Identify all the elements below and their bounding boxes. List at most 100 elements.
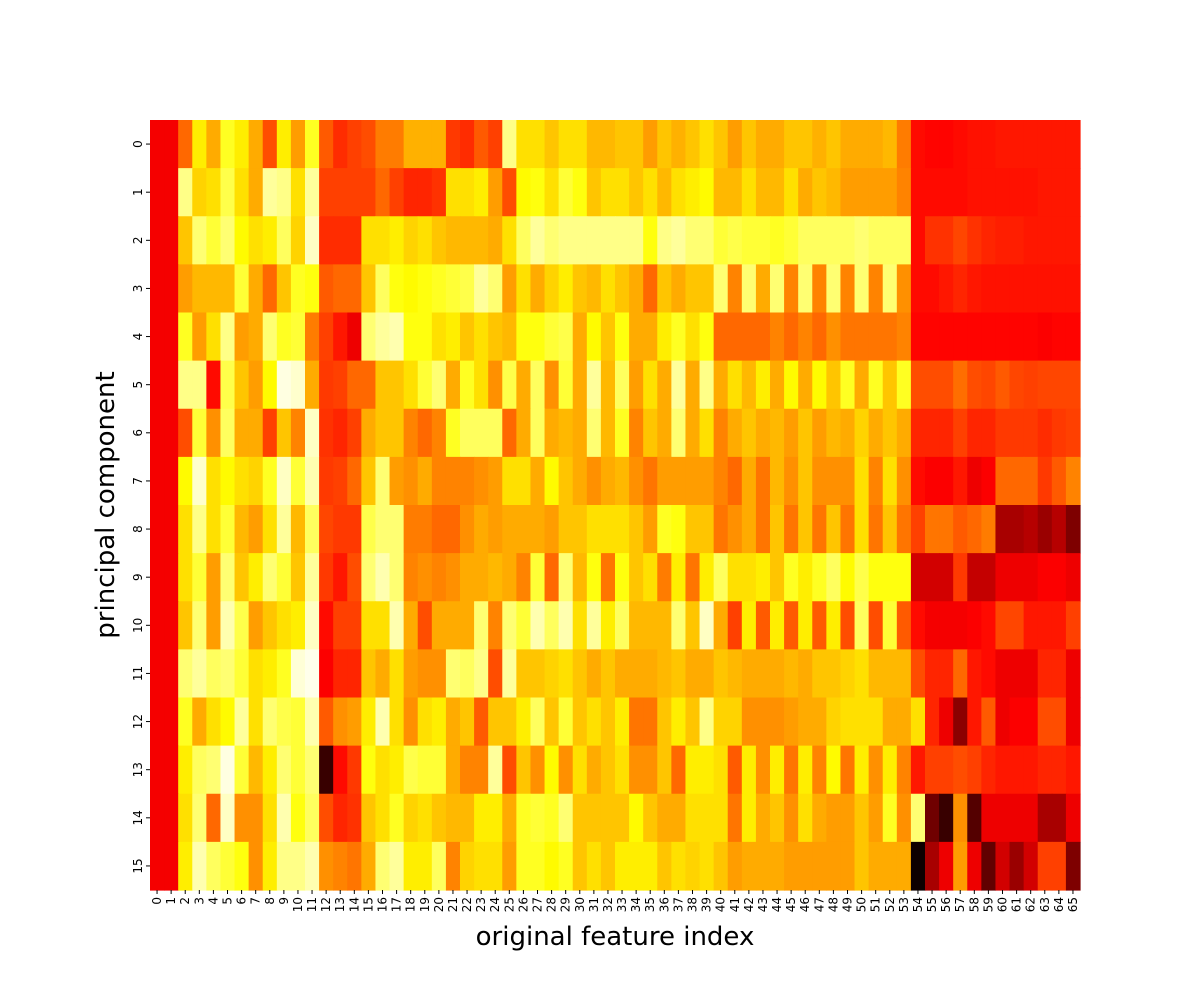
heatmap-cell <box>953 601 968 650</box>
heatmap-cell <box>784 505 799 554</box>
heatmap-cell <box>290 697 306 747</box>
heatmap-cell <box>248 408 264 458</box>
heatmap-cell <box>417 456 433 506</box>
x-tick-label: 56 <box>939 897 953 912</box>
heatmap-cell <box>403 456 419 506</box>
heatmap-cell <box>770 505 785 554</box>
heatmap-cell <box>417 168 433 217</box>
heatmap-cell <box>1065 649 1081 699</box>
heatmap-cell <box>615 745 630 795</box>
heatmap-cell <box>586 264 602 314</box>
heatmap-cell <box>1037 120 1053 169</box>
heatmap-cell <box>1009 793 1025 843</box>
heatmap-cell <box>868 312 884 362</box>
heatmap-cell <box>600 745 616 795</box>
heatmap-cell <box>1023 456 1039 506</box>
y-tick-label: 7 <box>131 477 145 485</box>
heatmap-cell <box>558 793 574 843</box>
heatmap-cell <box>685 216 701 265</box>
heatmap-cell <box>474 841 489 891</box>
heatmap-cell <box>333 360 348 410</box>
heatmap-cell <box>713 264 729 314</box>
heatmap-cell <box>727 456 743 506</box>
heatmap-cell <box>445 745 461 795</box>
heatmap-cell <box>572 841 588 891</box>
heatmap-cell <box>248 456 264 506</box>
heatmap-cell <box>910 841 926 891</box>
heatmap-cell <box>798 456 813 506</box>
x-tick-label: 41 <box>728 897 742 912</box>
heatmap-cell <box>629 216 644 265</box>
heatmap-cell <box>1065 456 1081 506</box>
heatmap-cell <box>699 456 715 506</box>
heatmap-cell <box>403 505 419 554</box>
x-tick-label: 60 <box>996 897 1010 912</box>
heatmap-cell <box>262 360 278 410</box>
heatmap-cell <box>276 841 292 891</box>
heatmap-cell <box>1009 456 1025 506</box>
heatmap-cell <box>615 697 630 747</box>
heatmap-cell <box>361 505 377 554</box>
heatmap-cell <box>178 360 193 410</box>
heatmap-cell <box>220 360 236 410</box>
heatmap-cell <box>1009 312 1025 362</box>
heatmap-cell <box>150 264 165 314</box>
heatmap-cell <box>741 168 757 217</box>
heatmap-cell <box>770 360 785 410</box>
heatmap-cell <box>1051 456 1067 506</box>
heatmap-cell <box>290 745 306 795</box>
heatmap-cell <box>389 456 405 506</box>
heatmap-cell <box>981 793 997 843</box>
heatmap-cell <box>854 697 870 747</box>
heatmap-cell <box>671 841 687 891</box>
heatmap-cell <box>1023 408 1039 458</box>
heatmap-cell <box>600 649 616 699</box>
heatmap-cell <box>347 553 362 602</box>
heatmap-cell <box>981 120 997 169</box>
x-tick-label: 53 <box>897 897 911 912</box>
heatmap-cell <box>840 168 856 217</box>
heatmap-cell <box>361 120 377 169</box>
heatmap-cell <box>953 360 968 410</box>
heatmap-cell <box>178 120 193 169</box>
heatmap-cell <box>431 360 447 410</box>
heatmap-cell <box>1051 408 1067 458</box>
heatmap-cell <box>516 745 532 795</box>
heatmap-cell <box>798 793 813 843</box>
heatmap-cell <box>657 697 672 747</box>
heatmap-cell <box>925 697 940 747</box>
heatmap-cell <box>389 793 405 843</box>
heatmap-cell <box>910 553 926 602</box>
heatmap-cell <box>586 745 602 795</box>
heatmap-cell <box>770 456 785 506</box>
heatmap-cell <box>290 456 306 506</box>
heatmap-cell <box>671 553 687 602</box>
heatmap-cell <box>840 120 856 169</box>
heatmap-cell <box>713 120 729 169</box>
heatmap-cell <box>572 312 588 362</box>
heatmap-cell <box>192 456 207 506</box>
heatmap-cell <box>530 553 546 602</box>
heatmap-cell <box>685 360 701 410</box>
heatmap-cell <box>488 745 503 795</box>
heatmap-cell <box>192 408 207 458</box>
heatmap-cell <box>502 841 517 891</box>
heatmap-cell <box>727 745 743 795</box>
heatmap-cell <box>615 216 630 265</box>
heatmap-cell <box>741 793 757 843</box>
heatmap-cell <box>812 408 827 458</box>
heatmap-cell <box>840 601 856 650</box>
heatmap-cell <box>600 264 616 314</box>
heatmap-cell <box>671 456 687 506</box>
heatmap-cell <box>643 216 658 265</box>
heatmap-cell <box>770 553 785 602</box>
heatmap-cell <box>896 456 912 506</box>
y-tick-label: 2 <box>131 236 145 244</box>
heatmap-cell <box>671 360 687 410</box>
heatmap-cell <box>1065 553 1081 602</box>
heatmap-cell <box>939 553 954 602</box>
x-tick-label: 39 <box>700 897 714 912</box>
heatmap-cell <box>967 216 982 265</box>
heatmap-cell <box>150 408 165 458</box>
heatmap-cell <box>1051 120 1067 169</box>
